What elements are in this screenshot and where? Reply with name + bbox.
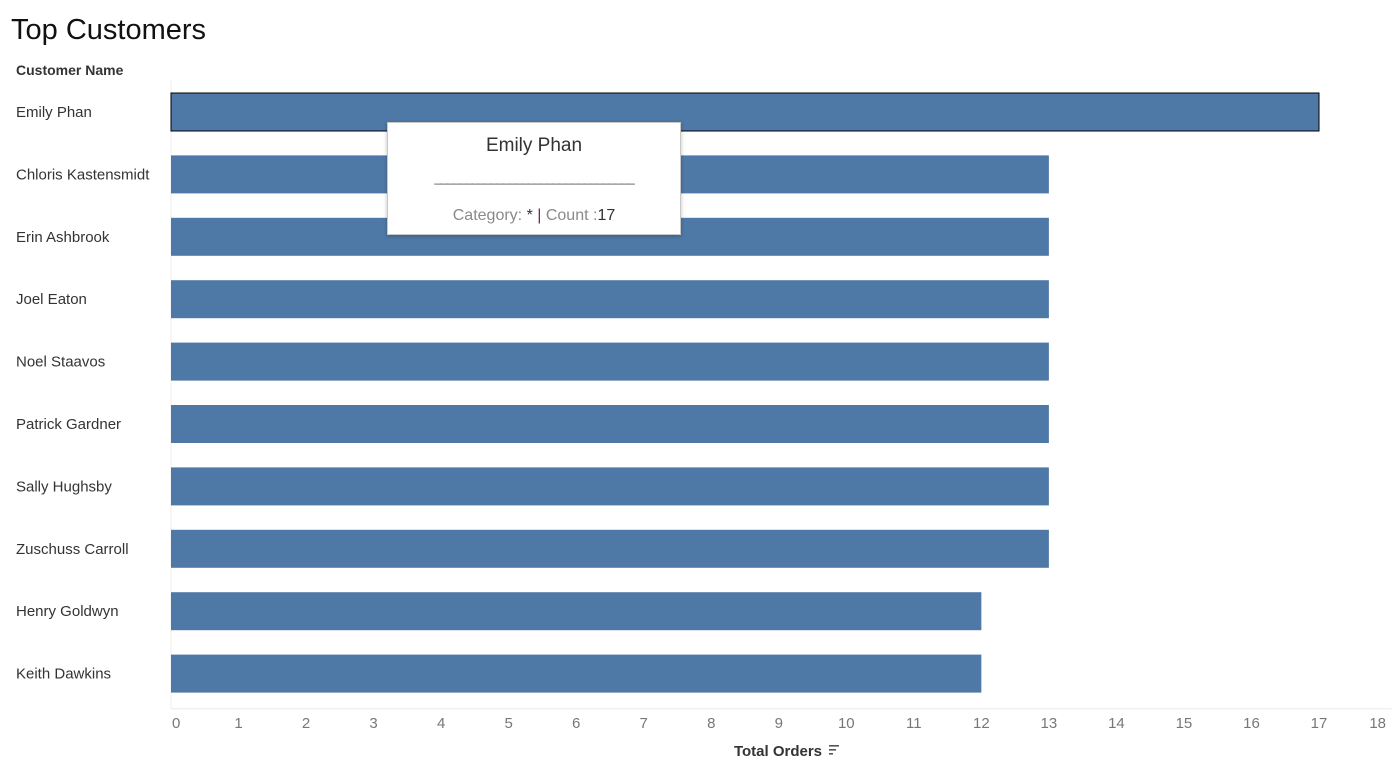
x-tick-label: 7	[640, 715, 648, 732]
page-title: Top Customers	[11, 14, 207, 46]
bar[interactable]	[171, 467, 1049, 506]
bar[interactable]	[171, 592, 982, 631]
x-tick-label: 16	[1243, 715, 1260, 732]
tooltip-count-value: 17	[597, 207, 616, 224]
x-tick-label: 0	[172, 715, 180, 732]
x-axis-title: Total Orders	[734, 743, 822, 760]
sort-descending-icon[interactable]	[829, 745, 839, 755]
x-tick-label: 18	[1369, 715, 1386, 732]
tooltip-category-value: *	[526, 207, 533, 224]
category-label: Sally Hughsby	[16, 478, 112, 495]
category-label: Emily Phan	[16, 104, 92, 121]
category-label: Zuschuss Carroll	[16, 541, 129, 558]
x-tick-label: 2	[302, 715, 310, 732]
x-tick-label: 8	[707, 715, 715, 732]
category-label: Chloris Kastensmidt	[16, 166, 150, 183]
x-tick-label: 10	[838, 715, 855, 732]
tooltip-pipe: |	[532, 207, 546, 224]
tooltip-detail: Category: * | Count :17	[388, 207, 680, 225]
bar[interactable]	[170, 92, 1320, 132]
category-labels: Emily Phan Chloris Kastensmidt Erin Ashbro…	[16, 104, 150, 683]
bar[interactable]	[171, 280, 1049, 319]
x-tick-label: 15	[1176, 715, 1193, 732]
tooltip-separator: ________________________________	[434, 170, 634, 185]
x-tick-label: 4	[437, 715, 445, 732]
x-tick-label: 13	[1041, 715, 1058, 732]
bar[interactable]	[171, 654, 982, 693]
x-tick-label: 11	[906, 715, 922, 732]
category-label: Keith Dawkins	[16, 666, 111, 683]
x-tick-label: 12	[973, 715, 990, 732]
bars-group	[170, 92, 1320, 693]
x-tick-label: 6	[572, 715, 580, 732]
tooltip: Emily Phan _____________________________…	[387, 122, 681, 235]
bar[interactable]	[171, 529, 1049, 568]
x-tick-label: 3	[369, 715, 377, 732]
x-tick-label: 1	[234, 715, 242, 732]
category-label: Erin Ashbrook	[16, 229, 110, 246]
x-tick-label: 17	[1311, 715, 1328, 732]
category-label: Henry Goldwyn	[16, 603, 119, 620]
x-tick-label: 14	[1108, 715, 1125, 732]
bar[interactable]	[171, 405, 1049, 443]
bar[interactable]	[171, 342, 1049, 381]
tooltip-category-label: Category:	[452, 207, 527, 224]
x-tick-label: 5	[504, 715, 512, 732]
tooltip-title: Emily Phan	[485, 135, 583, 156]
category-label: Patrick Gardner	[16, 416, 121, 433]
x-tick-labels: 0 1 2 3 4 5 6 7 8 9 10 11 12 13 14 15 16 17 18	[172, 715, 1386, 732]
tooltip-count-label: Count :	[545, 207, 598, 224]
category-label: Noel Staavos	[16, 354, 105, 371]
row-header: Customer Name	[16, 62, 124, 78]
x-tick-label: 9	[775, 715, 783, 732]
category-label: Joel Eaton	[16, 291, 87, 308]
